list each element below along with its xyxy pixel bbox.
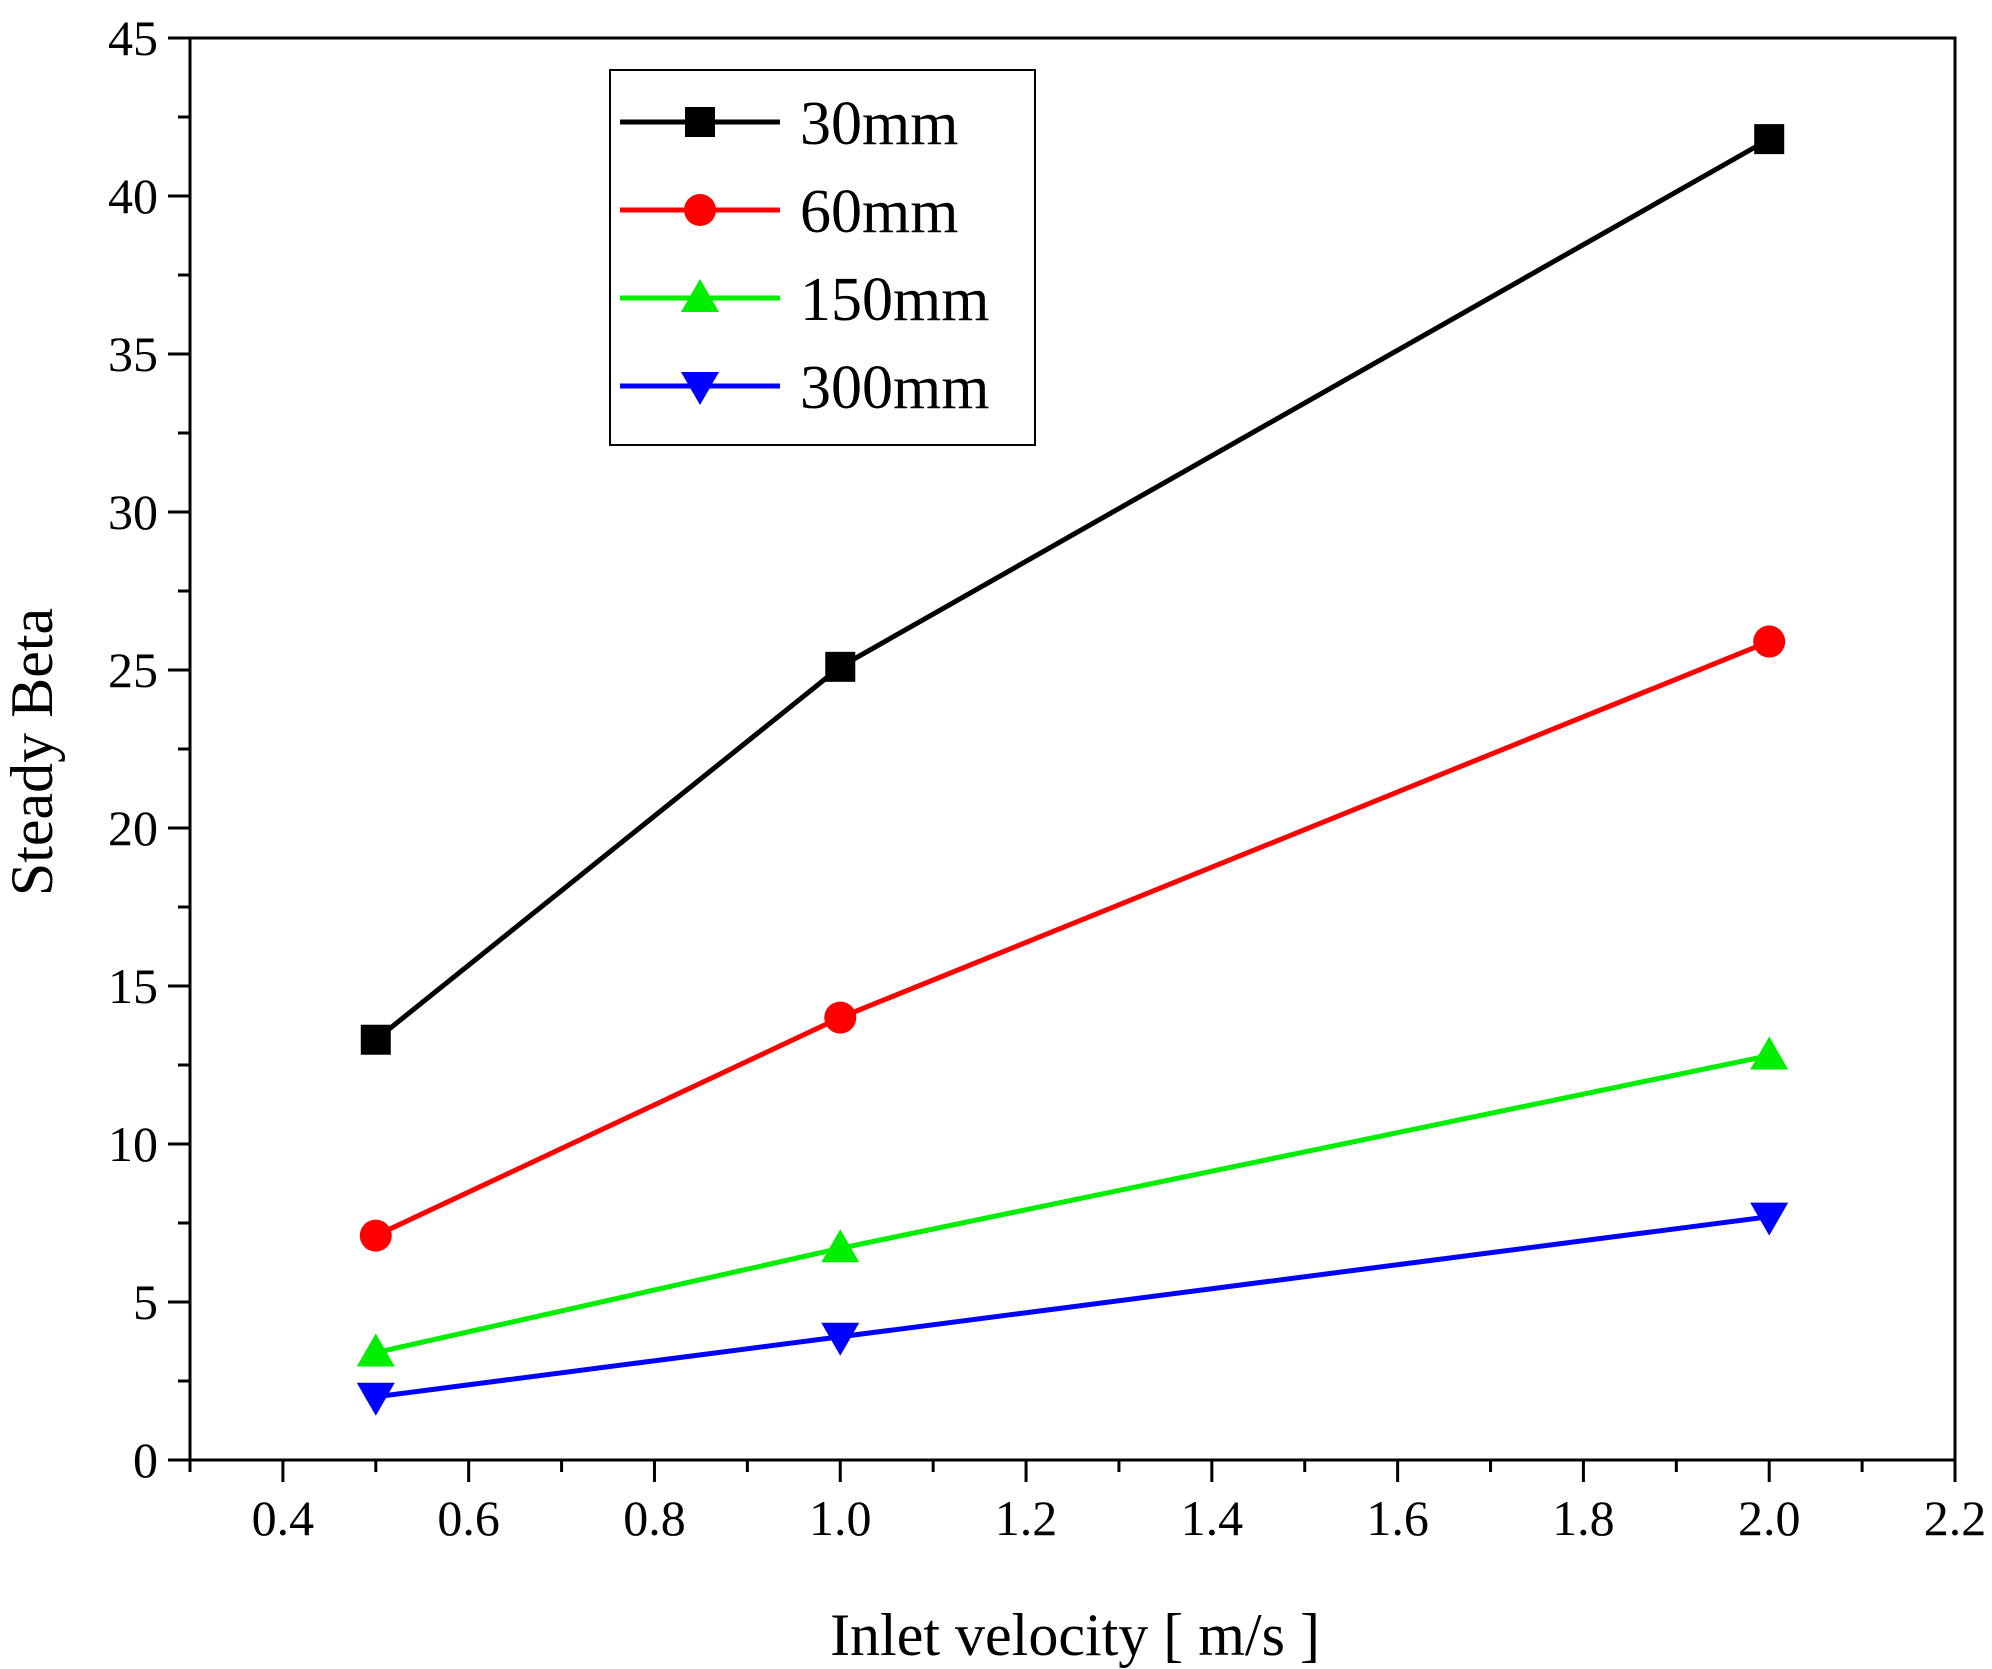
- legend-item: 30mm: [620, 90, 958, 158]
- data-point: [1750, 1202, 1789, 1236]
- x-tick-label: 2.2: [1924, 1490, 1987, 1546]
- x-tick-label: 0.6: [437, 1490, 500, 1546]
- series-line: [374, 639, 1771, 1238]
- plot-frame: [188, 36, 1957, 1462]
- data-point: [825, 651, 856, 682]
- series-60mm: [359, 625, 1786, 1252]
- legend-label: 300mm: [800, 354, 989, 422]
- legend-item: 150mm: [620, 266, 989, 334]
- legend-marker: [681, 279, 719, 312]
- legend-marker: [685, 107, 715, 137]
- legend-marker: [681, 372, 719, 405]
- data-point: [821, 1322, 860, 1356]
- y-tick-label: 30: [108, 484, 158, 540]
- legend-marker: [684, 194, 716, 226]
- legend-label: 30mm: [800, 90, 958, 158]
- series-30mm: [360, 124, 1785, 1055]
- legend-item: 60mm: [620, 178, 958, 246]
- data-point: [821, 1229, 860, 1263]
- x-tick-label: 1.6: [1366, 1490, 1429, 1546]
- legend-label: 60mm: [800, 178, 958, 246]
- y-tick-label: 20: [108, 800, 158, 856]
- data-point: [359, 1219, 392, 1252]
- x-tick-label: 1.0: [809, 1490, 872, 1546]
- data-point: [360, 1024, 391, 1055]
- legend: 30mm 60mm 150mm 300mm: [609, 69, 1036, 446]
- y-tick-label: 35: [108, 326, 158, 382]
- x-tick-label: 1.8: [1552, 1490, 1615, 1546]
- data-point: [1750, 1036, 1789, 1070]
- y-tick-label: 45: [108, 10, 158, 66]
- series-150mm: [356, 1036, 1789, 1367]
- data-point: [356, 1382, 395, 1416]
- y-tick-label: 0: [133, 1432, 158, 1488]
- data-point: [1753, 625, 1786, 658]
- x-tick-label: 2.0: [1738, 1490, 1801, 1546]
- y-axis-title: Steady Beta: [0, 608, 65, 896]
- series-300mm: [356, 1202, 1789, 1416]
- x-tick-label: 0.8: [623, 1490, 686, 1546]
- x-axis-title: Inlet velocity [ m/s ]: [830, 1602, 1320, 1668]
- y-tick-label: 40: [108, 168, 158, 224]
- legend-item: 300mm: [620, 354, 989, 422]
- legend-label: 150mm: [800, 266, 989, 334]
- series-group: [356, 124, 1789, 1416]
- series-line: [374, 136, 1771, 1042]
- data-point: [356, 1333, 395, 1367]
- x-tick-label: 1.4: [1181, 1490, 1244, 1546]
- x-tick-label: 1.2: [995, 1490, 1058, 1546]
- y-tick-label: 10: [108, 1116, 158, 1172]
- data-point: [824, 1001, 857, 1034]
- legend-box: [609, 69, 1036, 446]
- y-tick-label: 5: [133, 1274, 158, 1330]
- axes: 0.4 0.6 0.8 1.0 1.2 1.4 1.6 1.8 2.0 2.2 0 5 10 15 20 25…: [108, 10, 1986, 1546]
- y-tick-label: 25: [108, 642, 158, 698]
- y-tick-label: 15: [108, 958, 158, 1014]
- data-point: [1754, 124, 1785, 155]
- x-tick-label: 0.4: [252, 1490, 315, 1546]
